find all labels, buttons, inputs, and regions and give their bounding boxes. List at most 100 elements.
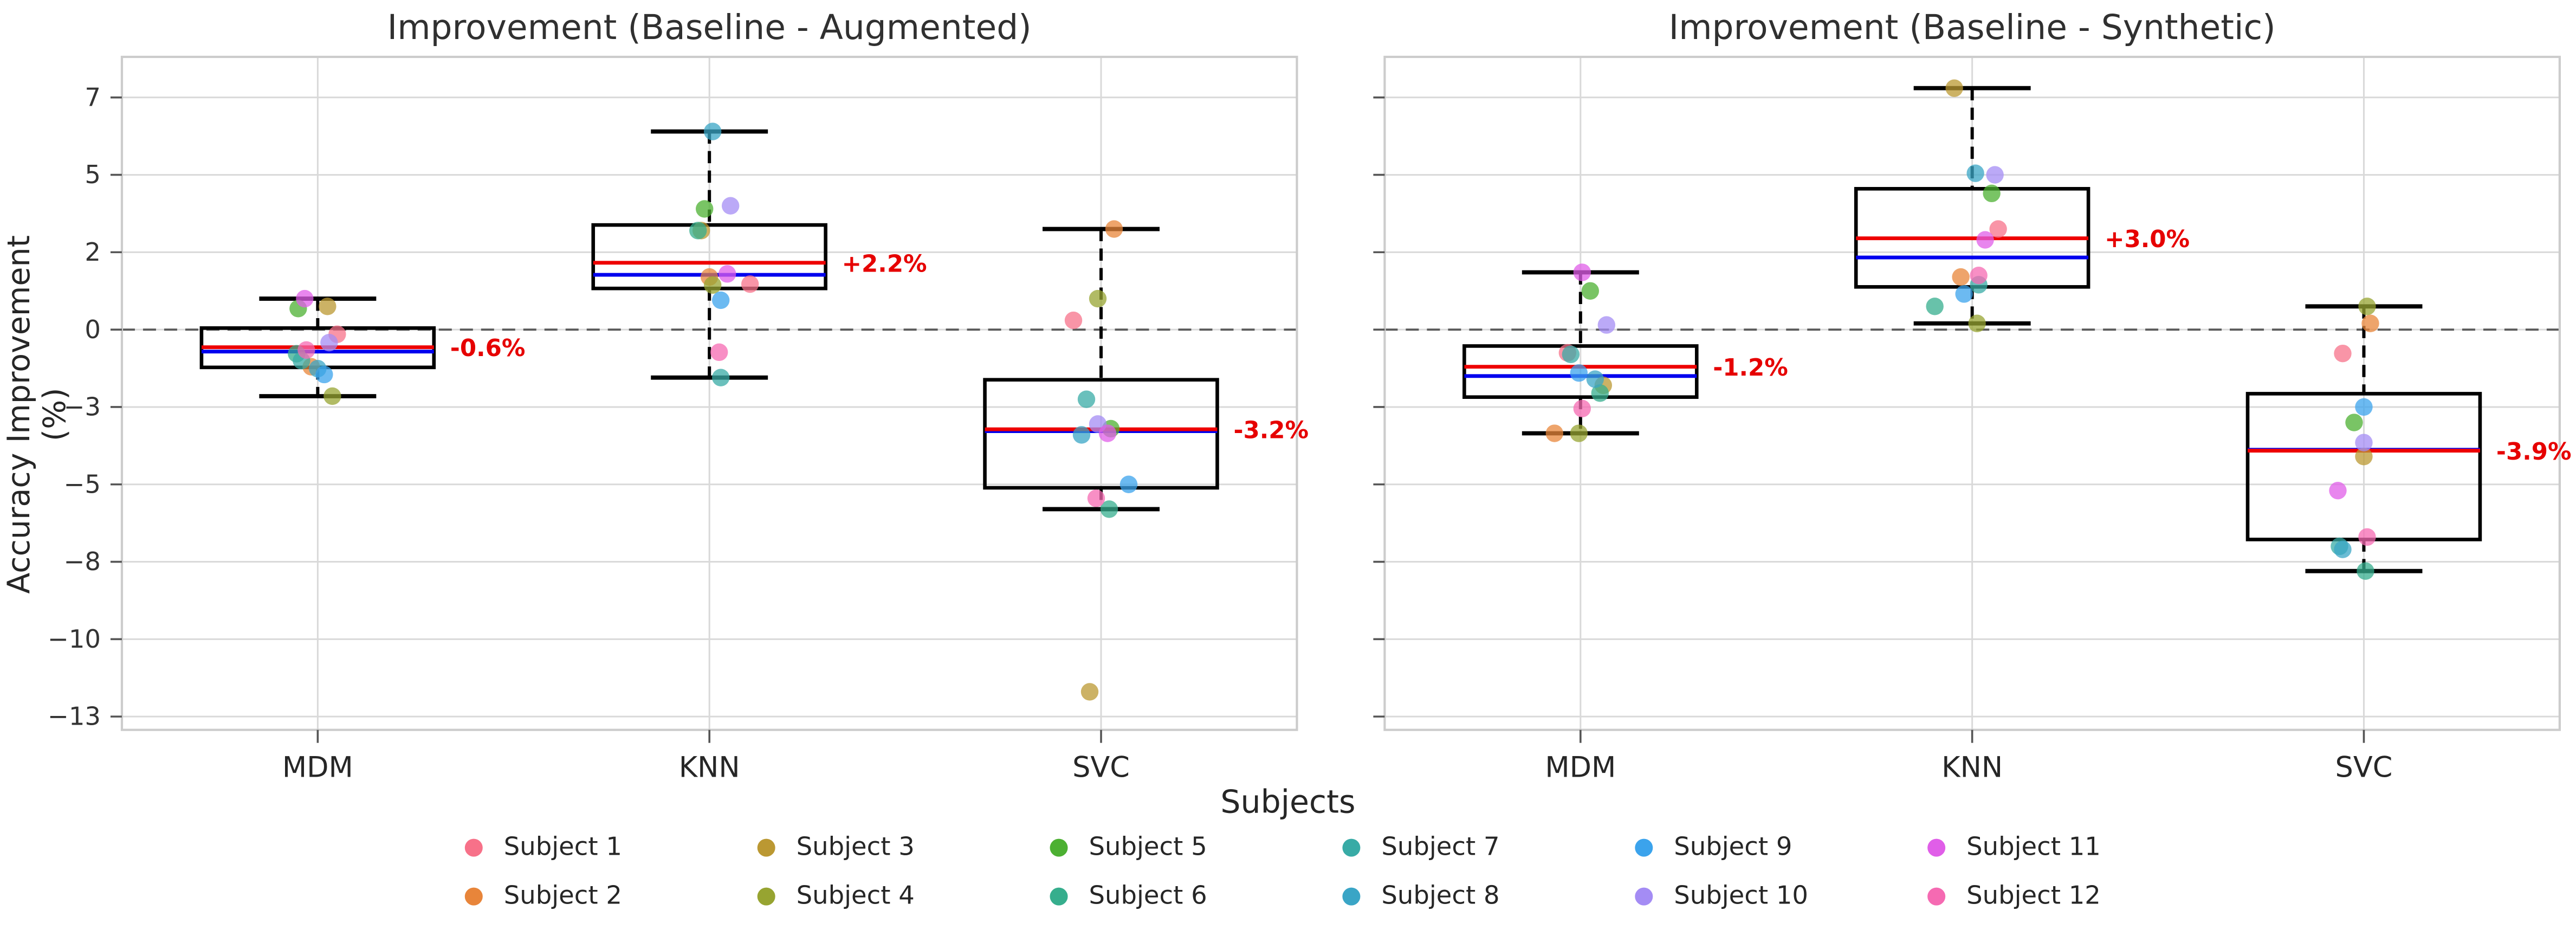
data-point-subject-11 (2329, 481, 2347, 500)
data-point-subject-1 (1064, 311, 1083, 330)
x-axis-label: Subjects (1220, 783, 1356, 821)
data-point-subject-9 (1955, 285, 1973, 303)
legend-item-subject-10: Subject 10 (1581, 871, 1874, 920)
y-tick-label: −3 (63, 392, 101, 422)
mean-annotation: -1.2% (1713, 354, 1788, 382)
legend-label: Subject 4 (796, 881, 915, 911)
data-point-subject-12 (1087, 489, 1105, 507)
data-point-subject-1 (2334, 344, 2352, 363)
data-point-subject-10 (1986, 166, 2004, 184)
legend-dot-icon (1635, 887, 1653, 905)
data-point-subject-12 (2358, 528, 2376, 546)
data-point-subject-12 (710, 343, 728, 361)
subjects-legend: Subject 1 Subject 2 Subject 3 Subject 4 Subj… (411, 823, 2166, 920)
data-point-subject-5 (1581, 282, 1600, 300)
legend-item-subject-11: Subject 11 (1874, 823, 2166, 871)
right-plot: MDM KNN SVC -1.2% +3.0% -3.9% (1373, 55, 2572, 784)
legend-column: Subject 9 Subject 10 (1581, 823, 1874, 920)
legend-column: Subject 11 Subject 12 (1874, 823, 2166, 920)
data-point-subject-3 (319, 298, 336, 315)
legend-label: Subject 10 (1674, 881, 1809, 911)
legend-column: Subject 3 Subject 4 (704, 823, 996, 920)
legend-dot-icon (464, 838, 483, 856)
y-tick-label: 0 (85, 315, 101, 344)
data-point-subject-10 (320, 333, 338, 352)
right-plot-title: Improvement (Baseline - Synthetic) (1668, 8, 2276, 47)
data-point-subject-9 (315, 365, 333, 384)
mean-annotation: +2.2% (842, 250, 927, 277)
data-point-subject-8 (703, 122, 722, 140)
y-tick-label: −10 (48, 624, 101, 654)
data-point-subject-9 (2355, 398, 2373, 416)
data-point-subject-9 (1570, 364, 1588, 382)
legend-dot-icon (1050, 838, 1068, 856)
legend-dot-icon (757, 838, 775, 856)
data-point-subject-4 (2358, 298, 2376, 315)
data-point-subject-4 (323, 387, 341, 405)
mean-annotation: -0.6% (450, 335, 526, 362)
legend-item-subject-8: Subject 8 (1289, 871, 1581, 920)
data-point-subject-6 (689, 222, 707, 240)
legend-dot-icon (1342, 838, 1361, 856)
x-tick-label: MDM (282, 751, 353, 784)
data-point-subject-10 (1597, 316, 1616, 334)
y-tick-label: −5 (63, 469, 101, 499)
legend-dot-icon (464, 887, 483, 905)
data-point-subject-3 (1945, 79, 1963, 97)
legend-item-subject-12: Subject 12 (1874, 871, 2166, 920)
legend-label: Subject 7 (1381, 832, 1500, 862)
y-tick-label: 2 (85, 237, 101, 267)
legend-label: Subject 1 (503, 832, 622, 862)
data-point-subject-8 (1966, 164, 1984, 182)
legend-item-subject-1: Subject 1 (411, 823, 704, 871)
legend-item-subject-3: Subject 3 (704, 823, 996, 871)
data-point-subject-6 (1591, 384, 1609, 402)
y-tick-label: −8 (63, 547, 101, 576)
legend-label: Subject 8 (1381, 881, 1500, 911)
legend-label: Subject 3 (796, 832, 915, 862)
data-point-subject-12 (1573, 399, 1591, 418)
data-point-subject-2 (1105, 220, 1123, 238)
data-point-subject-12 (1970, 267, 1988, 285)
box (1462, 344, 1699, 399)
data-point-subject-4 (1089, 289, 1107, 308)
x-tick-label: KNN (1941, 751, 2003, 784)
data-point-subject-5 (1983, 184, 2001, 203)
data-point-subject-11 (1098, 424, 1117, 442)
data-point-subject-8 (1586, 370, 1604, 388)
data-point-subject-6 (2357, 562, 2374, 580)
data-point-subject-11 (718, 265, 736, 283)
data-point-subject-8 (2334, 540, 2352, 558)
data-point-subject-11 (296, 289, 314, 308)
data-point-subject-8 (1072, 426, 1091, 444)
x-tick-label: SVC (1072, 751, 1130, 784)
legend-item-subject-2: Subject 2 (411, 871, 704, 920)
x-tick-label: MDM (1545, 751, 1616, 784)
data-point-subject-3 (1080, 683, 1099, 701)
x-tick-label: KNN (679, 751, 740, 784)
data-point-subject-1 (741, 275, 759, 293)
legend-label: Subject 2 (503, 881, 622, 911)
legend-column: Subject 5 Subject 6 (996, 823, 1289, 920)
legend-dot-icon (1635, 838, 1653, 856)
y-axis-label: Accuracy Improvement (%) (1, 235, 73, 594)
data-point-subject-7 (1077, 390, 1096, 408)
data-point-subject-7 (1562, 345, 1580, 364)
legend-column: Subject 7 Subject 8 (1289, 823, 1581, 920)
mean-annotation: -3.9% (2496, 438, 2572, 466)
data-point-subject-10 (2355, 434, 2373, 451)
data-point-subject-4 (1968, 314, 1986, 332)
data-point-subject-11 (1573, 263, 1591, 281)
y-tick-label: 7 (85, 82, 101, 112)
data-point-subject-9 (711, 291, 730, 309)
legend-label: Subject 6 (1089, 881, 1207, 911)
legend-column: Subject 1 Subject 2 (411, 823, 704, 920)
data-point-subject-4 (703, 276, 722, 294)
data-point-subject-6 (1926, 298, 1944, 315)
data-point-subject-5 (2345, 414, 2363, 431)
legend-item-subject-4: Subject 4 (704, 871, 996, 920)
legend-item-subject-5: Subject 5 (996, 823, 1289, 871)
legend-dot-icon (757, 887, 775, 905)
